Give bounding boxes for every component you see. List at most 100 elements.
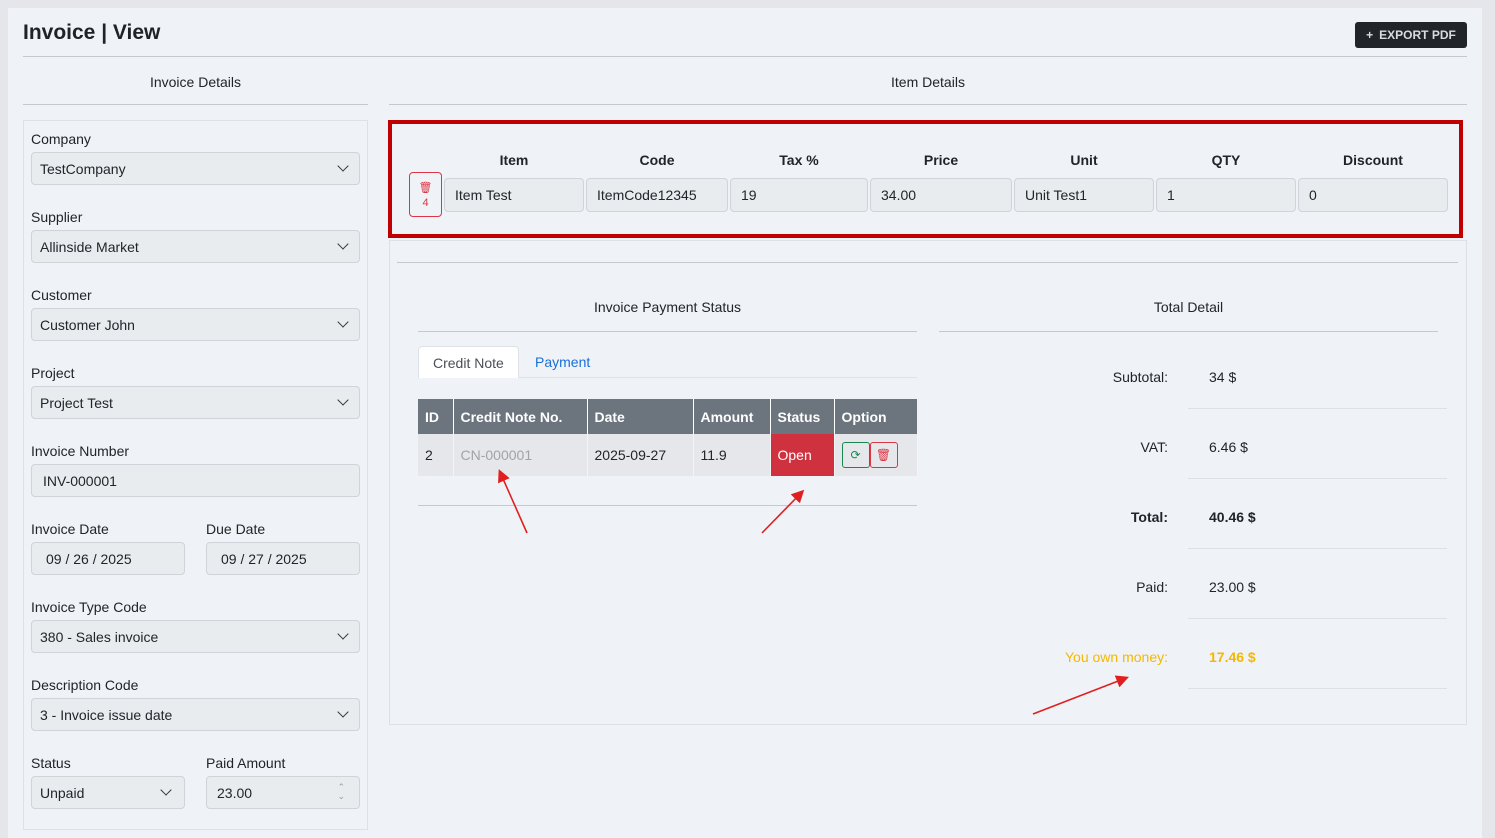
- delete-credit-note-button[interactable]: 🗑: [869, 442, 898, 468]
- due-date-input[interactable]: 09 / 27 / 2025: [206, 542, 360, 575]
- status-label: Status: [31, 755, 71, 771]
- payment-status-heading: Invoice Payment Status: [593, 299, 742, 315]
- payment-summary-panel: [389, 240, 1467, 725]
- th-amount: Amount: [693, 399, 771, 434]
- divider: [389, 104, 1467, 105]
- customer-label: Customer: [31, 287, 92, 303]
- description-code-select[interactable]: 3 - Invoice issue date: [31, 698, 360, 731]
- company-select[interactable]: TestCompany: [31, 152, 360, 185]
- trash-icon: 🗑: [418, 181, 433, 194]
- invoice-type-label: Invoice Type Code: [31, 599, 147, 615]
- supplier-select[interactable]: Allinside Market: [31, 230, 360, 263]
- code-input[interactable]: ItemCode12345: [586, 178, 728, 212]
- status-value: Unpaid: [40, 784, 85, 801]
- total-label: Total:: [1130, 509, 1168, 525]
- arrow-icon: [1032, 675, 1129, 715]
- cell-credit-note-no: CN-000001: [453, 434, 588, 476]
- cell-options: ⟳ 🗑: [834, 434, 918, 476]
- divider: [1188, 618, 1447, 619]
- delete-item-button[interactable]: 🗑 4: [409, 172, 442, 217]
- table-row: 2 CN-000001 2025-09-27 11.9 Open ⟳ 🗑: [418, 434, 918, 476]
- description-code-value: 3 - Invoice issue date: [40, 706, 173, 723]
- col-item: Item: [499, 152, 529, 168]
- col-price: Price: [923, 152, 959, 168]
- col-discount: Discount: [1343, 152, 1403, 168]
- owe-label: You own money:: [1065, 649, 1168, 665]
- invoice-date-input[interactable]: 09 / 26 / 2025: [31, 542, 185, 575]
- plus-icon: +: [1366, 28, 1374, 42]
- paid-value: 23.00 $: [1209, 579, 1256, 595]
- divider: [1188, 478, 1447, 479]
- tab-payment[interactable]: Payment: [535, 354, 591, 370]
- divider: [1188, 688, 1447, 689]
- status-select[interactable]: Unpaid: [31, 776, 185, 809]
- page-title: Invoice | View: [23, 21, 161, 44]
- total-detail-heading: Total Detail: [1153, 299, 1224, 315]
- cell-amount: 11.9: [693, 434, 771, 476]
- cell-id: 2: [418, 434, 454, 476]
- credit-note-table: ID Credit Note No. Date Amount Status Op…: [418, 399, 918, 476]
- th-credit-note-no: Credit Note No.: [453, 399, 588, 434]
- col-unit: Unit: [1070, 152, 1098, 168]
- owe-value: 17.46 $: [1209, 649, 1256, 665]
- paid-amount-value: 23.00: [217, 784, 253, 801]
- divider: [23, 56, 1467, 57]
- invoice-type-select[interactable]: 380 - Sales invoice: [31, 620, 360, 653]
- description-code-label: Description Code: [31, 677, 139, 693]
- paid-label: Paid:: [1136, 579, 1168, 595]
- divider: [1188, 408, 1447, 409]
- arrow-icon: [761, 489, 805, 534]
- invoice-number-label: Invoice Number: [31, 443, 130, 459]
- discount-input[interactable]: 0: [1298, 178, 1448, 212]
- customer-value: Customer John: [40, 316, 135, 333]
- supplier-label: Supplier: [31, 209, 83, 225]
- subtotal-value: 34 $: [1209, 369, 1237, 385]
- supplier-value: Allinside Market: [40, 238, 139, 255]
- divider: [418, 505, 917, 506]
- unit-input[interactable]: Unit Test1: [1014, 178, 1154, 212]
- company-label: Company: [31, 131, 91, 147]
- divider: [397, 262, 1458, 263]
- status-badge: Open: [770, 434, 835, 476]
- tax-input[interactable]: 19: [730, 178, 868, 212]
- th-status: Status: [770, 399, 835, 434]
- th-option: Option: [834, 399, 917, 434]
- invoice-type-value: 380 - Sales invoice: [40, 628, 159, 645]
- annotation-arrows: [498, 469, 1129, 715]
- customer-select[interactable]: Customer John: [31, 308, 360, 341]
- delete-count: 4: [422, 196, 429, 209]
- invoice-number-input[interactable]: INV-000001: [31, 464, 360, 497]
- item-input[interactable]: Item Test: [444, 178, 584, 212]
- spinner-icon[interactable]: ⌃ ⌄: [337, 782, 345, 801]
- project-select[interactable]: Project Test: [31, 386, 360, 419]
- payment-tabs: Credit Note Payment: [418, 346, 917, 378]
- project-label: Project: [31, 365, 75, 381]
- company-value: TestCompany: [40, 160, 126, 177]
- paid-amount-input[interactable]: 23.00 ⌃ ⌄: [206, 776, 360, 809]
- arrow-icon: [498, 469, 528, 534]
- col-qty: QTY: [1211, 152, 1241, 168]
- divider: [418, 331, 917, 332]
- qty-input[interactable]: 1: [1156, 178, 1296, 212]
- subtotal-label: Subtotal:: [1112, 369, 1168, 385]
- refresh-button[interactable]: ⟳: [841, 442, 870, 468]
- vat-label: VAT:: [1140, 439, 1169, 455]
- item-details-heading: Item Details: [891, 74, 965, 90]
- invoice-details-heading: Invoice Details: [149, 74, 242, 90]
- total-value: 40.46 $: [1209, 509, 1256, 525]
- th-date: Date: [587, 399, 694, 434]
- invoice-date-label: Invoice Date: [31, 521, 109, 537]
- vat-value: 6.46 $: [1209, 439, 1248, 455]
- divider: [1188, 548, 1447, 549]
- tab-credit-note[interactable]: Credit Note: [418, 346, 519, 378]
- th-id: ID: [418, 399, 454, 434]
- col-code: Code: [639, 152, 675, 168]
- item-details-highlight: [388, 120, 1463, 238]
- project-value: Project Test: [40, 394, 113, 411]
- paid-amount-label: Paid Amount: [206, 755, 286, 771]
- cell-date: 2025-09-27: [587, 434, 694, 476]
- table-header: ID Credit Note No. Date Amount Status Op…: [418, 399, 917, 434]
- export-pdf-button[interactable]: + EXPORT PDF: [1355, 22, 1467, 48]
- price-input[interactable]: 34.00: [870, 178, 1012, 212]
- col-tax: Tax %: [779, 152, 819, 168]
